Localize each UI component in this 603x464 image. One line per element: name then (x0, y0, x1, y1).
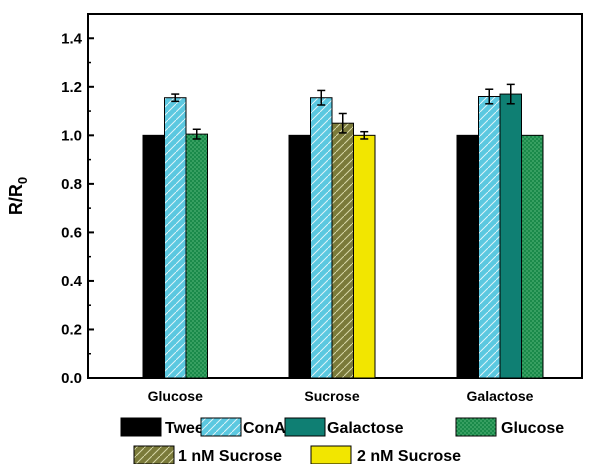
bar-sucrose-tween (288, 134, 311, 379)
bar-galactose-glucose (521, 134, 544, 379)
x-category-label: Sucrose (304, 388, 359, 404)
legend-label: 2 nM Sucrose (357, 448, 461, 464)
x-axis-categories: Glucose Sucrose Galactose (148, 388, 534, 404)
legend-swatch-galactose (284, 417, 326, 437)
x-category-label: Galactose (467, 388, 534, 404)
legend-swatch-cona (200, 417, 242, 437)
bar-sucrose-1-nm-sucrose (331, 122, 354, 379)
legend-label: Galactose (327, 420, 404, 437)
legend-label: Glucose (501, 420, 564, 437)
y-tick-label: 0.2 (61, 321, 82, 338)
legend-swatch-2-nm-sucrose (310, 445, 352, 464)
bar-sucrose-2-nm-sucrose (353, 134, 376, 379)
legend-swatch-glucose (455, 417, 497, 437)
legend-label: ConA (243, 420, 286, 437)
legend-swatch-tween (120, 417, 162, 437)
bar-glucose-cona (164, 97, 187, 379)
legend-swatch-1-nm-sucrose (133, 445, 175, 464)
y-tick-label: 1.0 (61, 127, 82, 144)
bars-group (142, 83, 544, 379)
bar-glucose-tween (142, 134, 165, 379)
y-tick-label: 0.0 (61, 370, 82, 387)
bar-galactose-cona (478, 96, 501, 379)
x-category-label: Glucose (148, 388, 203, 404)
y-tick-label: 0.6 (61, 224, 82, 241)
bar-sucrose-cona (310, 97, 333, 379)
bar-galactose-galactose (499, 93, 522, 379)
y-tick-label: 1.2 (61, 79, 82, 96)
y-axis: 0.0 0.2 0.4 0.6 0.8 1.0 1.2 1.4 (61, 30, 94, 387)
legend-label: 1 nM Sucrose (178, 448, 282, 464)
y-tick-label: 0.8 (61, 176, 82, 193)
bar-glucose-glucose (185, 133, 208, 379)
y-tick-label: 1.4 (61, 30, 83, 47)
y-axis-label: R/R0 (6, 177, 30, 215)
bar-galactose-tween (456, 134, 479, 379)
y-tick-label: 0.4 (61, 273, 83, 290)
